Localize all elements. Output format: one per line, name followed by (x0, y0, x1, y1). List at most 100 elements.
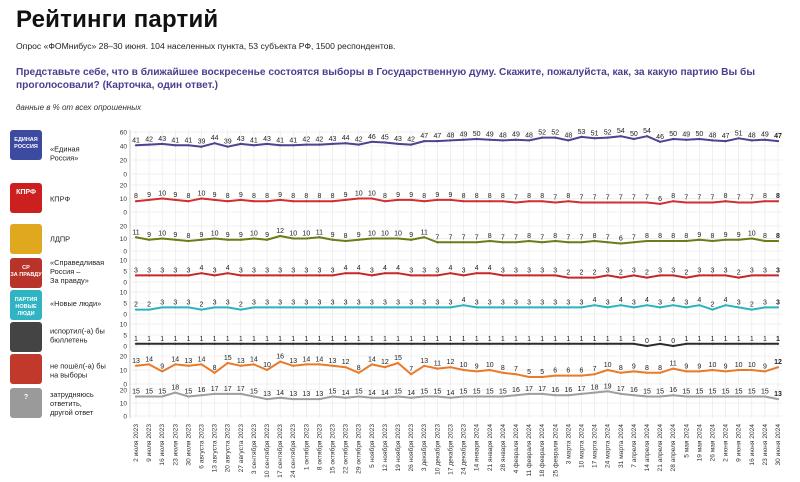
data-label: 7 (711, 195, 715, 202)
y-tick-label: 10 (120, 322, 128, 329)
data-point (724, 395, 727, 398)
data-point (449, 366, 452, 369)
data-label: 10 (211, 231, 219, 238)
data-point (226, 392, 229, 395)
data-label: 9 (173, 192, 177, 199)
x-tick-label: 23 июля 2023 (172, 424, 179, 466)
data-label: 15 (735, 389, 743, 396)
data-label: 9 (724, 363, 728, 370)
data-label: 1 (462, 336, 466, 343)
data-label: 8 (317, 193, 321, 200)
data-point (174, 274, 177, 277)
data-label: 3 (632, 299, 636, 306)
party-logo (10, 354, 42, 384)
data-point (632, 342, 635, 345)
data-label: 12 (276, 228, 284, 235)
data-point (436, 241, 439, 244)
x-tick-label: 29 октября 2023 (355, 424, 363, 474)
data-point (567, 342, 570, 345)
y-tick-label: 0 (123, 382, 127, 389)
data-label: 3 (566, 299, 570, 306)
y-tick-label: 40 (120, 144, 128, 151)
data-point (501, 371, 504, 374)
data-point (685, 395, 688, 398)
data-point (410, 238, 413, 241)
data-label: 3 (724, 267, 728, 274)
data-point (698, 201, 701, 204)
data-label: 1 (200, 336, 204, 343)
data-label: 14 (276, 390, 284, 397)
data-point (436, 140, 439, 143)
data-label: 1 (566, 336, 570, 343)
data-label: 18 (591, 385, 599, 392)
data-point (711, 308, 714, 311)
data-point (554, 306, 557, 309)
data-label: 3 (776, 267, 780, 274)
data-label: 47 (433, 133, 441, 140)
data-point (541, 306, 544, 309)
data-point (423, 236, 426, 239)
data-label: 12 (774, 359, 782, 366)
data-point (410, 373, 413, 376)
data-point (318, 342, 321, 345)
x-tick-label: 15 октября 2023 (329, 424, 337, 474)
data-label: 2 (239, 302, 243, 309)
data-point (763, 306, 766, 309)
data-point (200, 238, 203, 241)
data-label: 6 (619, 236, 623, 243)
data-point (514, 342, 518, 345)
data-point (672, 344, 675, 348)
data-label: 3 (383, 299, 387, 306)
data-label: 15 (695, 389, 703, 396)
y-tick-label: 5 (123, 301, 127, 308)
data-label: 3 (396, 299, 400, 306)
data-point (279, 144, 282, 147)
data-label: 1 (697, 336, 701, 343)
data-point (501, 306, 504, 309)
data-label: 2 (134, 302, 138, 309)
logo-text: ЛЮДИ (17, 311, 34, 317)
data-point (396, 272, 400, 275)
data-label: 9 (632, 363, 636, 370)
logo-badge (10, 354, 42, 384)
data-label: 1 (173, 336, 177, 343)
data-label: 1 (147, 336, 151, 343)
data-point (567, 306, 570, 309)
data-label: 7 (566, 234, 570, 241)
x-tick-label: 28 апреля 2024 (670, 424, 677, 472)
data-point (514, 241, 518, 244)
x-tick-label: 26 мая 2024 (709, 424, 716, 462)
data-point (200, 145, 203, 148)
data-point (606, 306, 609, 309)
data-point (658, 306, 662, 309)
data-point (344, 142, 347, 145)
data-label: 9 (448, 192, 452, 199)
data-point (488, 138, 491, 141)
data-label: 47 (722, 133, 730, 140)
data-label: 4 (697, 297, 701, 304)
x-axis-labels: 2 июля 2023 9 июля 2023 16 июля 2023 23 июл… (133, 424, 782, 478)
data-point (213, 142, 216, 145)
data-point (475, 272, 478, 275)
data-label: 7 (540, 234, 544, 241)
data-point (187, 306, 190, 309)
data-point (580, 135, 583, 138)
data-label: 15 (394, 389, 402, 396)
data-label: 7 (645, 195, 649, 202)
data-label: 2 (593, 270, 597, 277)
data-point (698, 238, 701, 241)
data-label: 3 (606, 267, 610, 274)
data-point (776, 306, 780, 309)
data-point (200, 394, 203, 397)
data-point (265, 368, 269, 372)
data-label: 8 (383, 193, 387, 200)
data-point (580, 276, 583, 279)
data-point (423, 364, 426, 367)
data-label: 4 (448, 265, 452, 272)
data-label: 5 (527, 369, 531, 376)
data-label: 3 (540, 299, 544, 306)
data-label: 3 (671, 267, 675, 274)
data-point (763, 138, 766, 141)
data-point (370, 197, 373, 200)
data-point (527, 200, 531, 203)
